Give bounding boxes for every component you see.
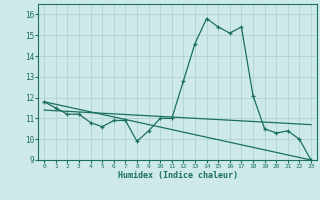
X-axis label: Humidex (Indice chaleur): Humidex (Indice chaleur)	[118, 171, 238, 180]
